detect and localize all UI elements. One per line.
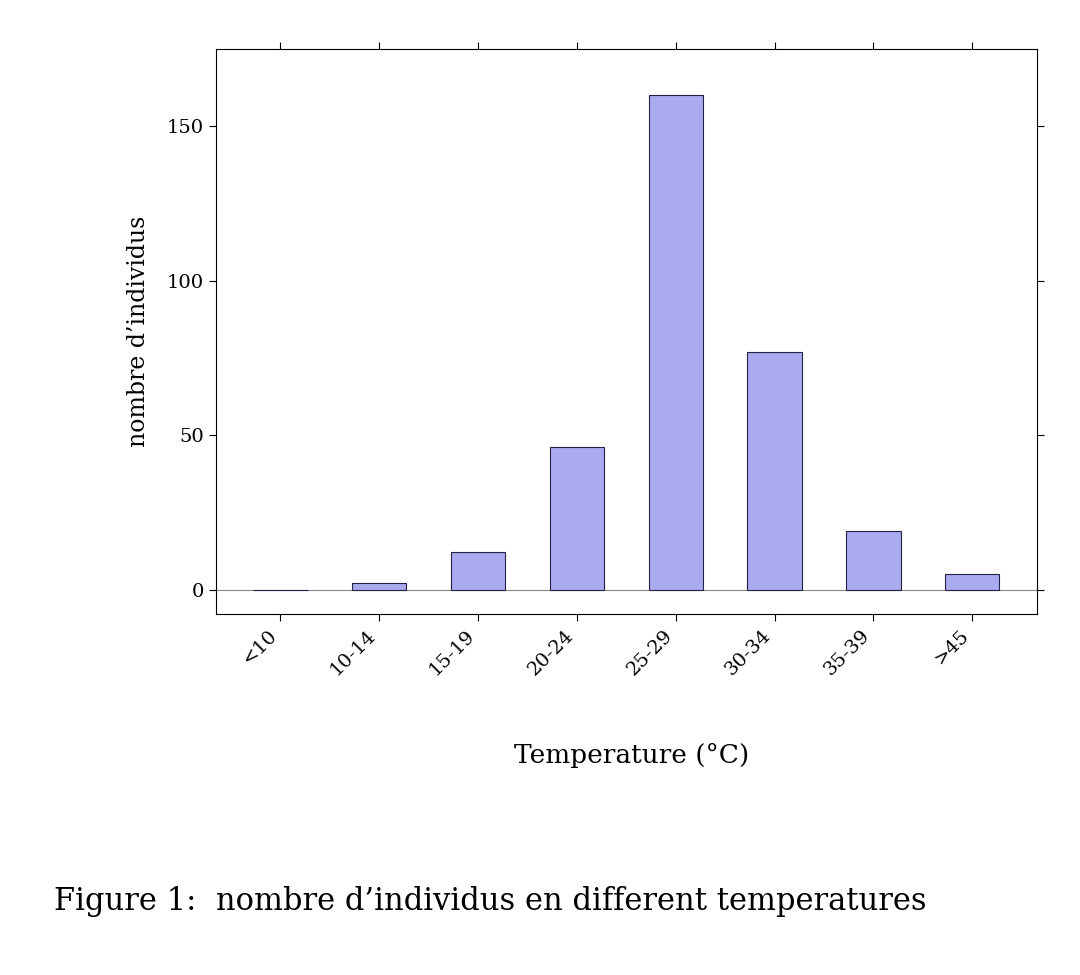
- Text: Figure 1:  nombre d’individus en different temperatures: Figure 1: nombre d’individus en differen…: [54, 886, 927, 917]
- Bar: [945, 574, 999, 590]
- Bar: [847, 530, 901, 590]
- Text: Temperature (°C): Temperature (°C): [514, 743, 750, 768]
- Y-axis label: nombre d’individus: nombre d’individus: [127, 215, 150, 448]
- Bar: [451, 553, 505, 590]
- Bar: [747, 352, 801, 590]
- Bar: [550, 448, 604, 590]
- Bar: [352, 583, 406, 590]
- Bar: [649, 96, 703, 590]
